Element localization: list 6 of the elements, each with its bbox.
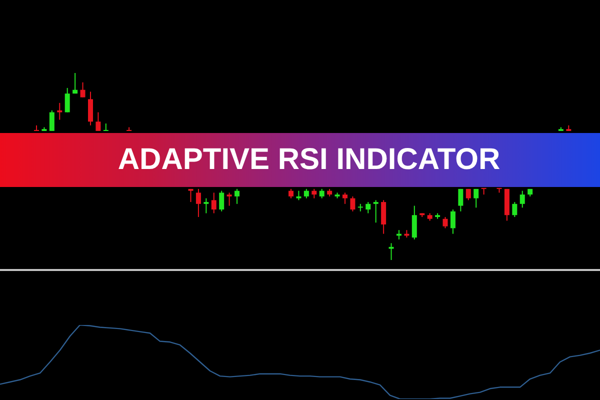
candlestick (481, 188, 486, 195)
candlestick (57, 102, 62, 120)
text: ADAPTIVE RSI INDICATOR (118, 143, 500, 177)
candlestick (373, 200, 378, 223)
candlestick (496, 188, 502, 193)
candlestick (388, 243, 394, 260)
